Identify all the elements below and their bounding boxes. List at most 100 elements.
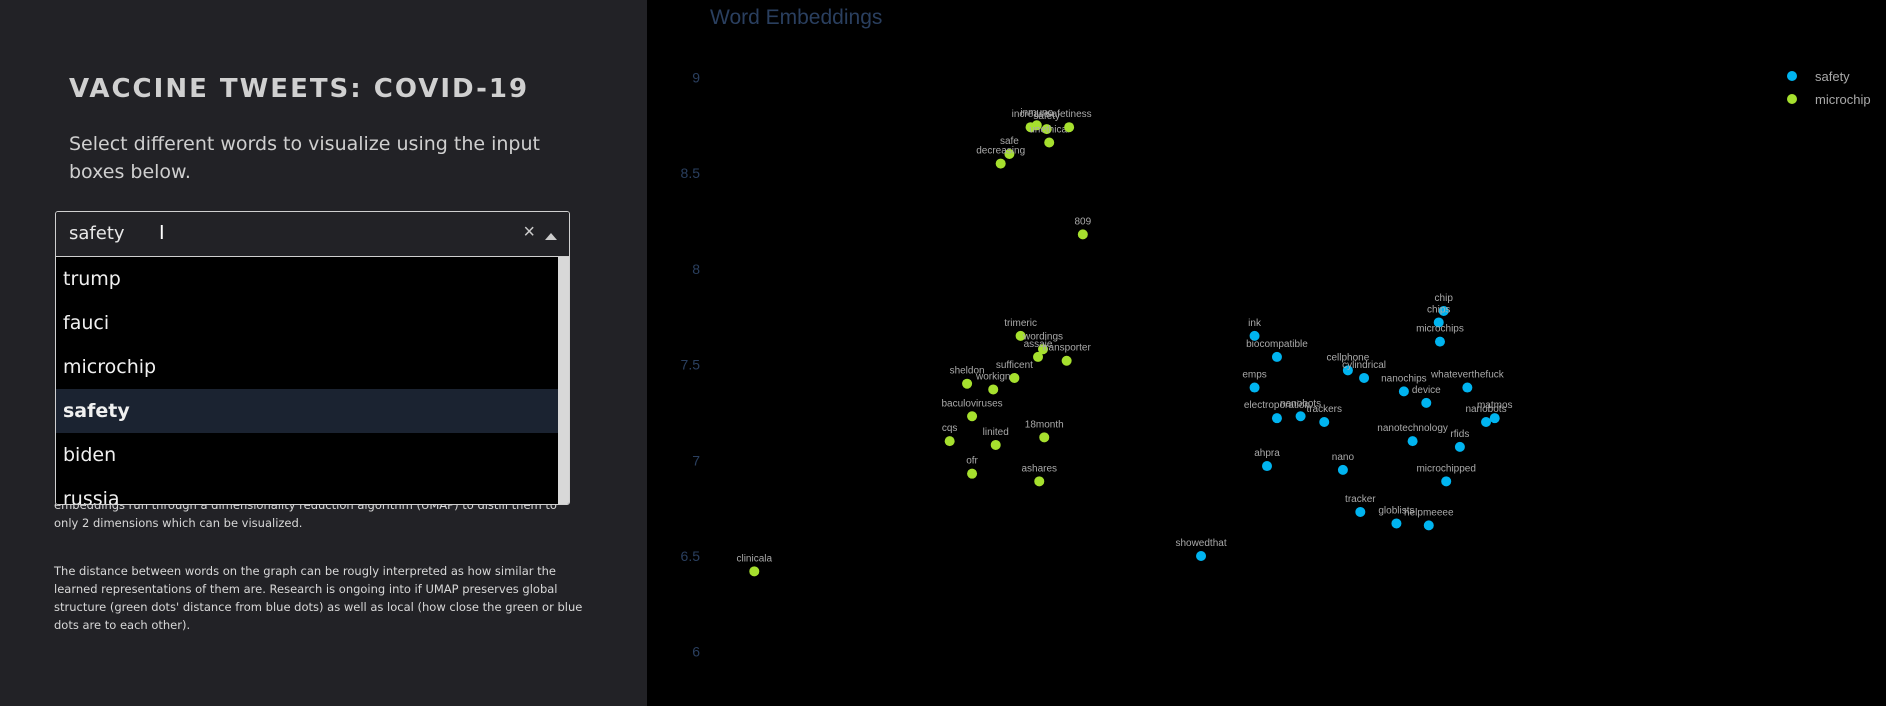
data-point-microchip[interactable] [1004,149,1015,159]
point-label: helpmeeee [1404,507,1454,518]
selected-word: safety [69,223,125,244]
point-label: trackers [1306,404,1342,415]
data-point-safety[interactable] [1423,520,1434,531]
data-point-safety[interactable] [1434,336,1445,347]
data-point-microchip[interactable] [1038,344,1048,355]
option-russia[interactable]: russia [56,477,558,504]
data-point-microchip[interactable] [1077,229,1088,240]
data-point-safety[interactable] [1271,413,1282,424]
point-label: safetiness [1047,109,1092,120]
option-microchip[interactable]: microchip [56,345,558,389]
data-point-microchip[interactable] [1061,355,1072,366]
data-point-safety[interactable] [1462,382,1473,393]
app-title: VACCINE TWEETS: COVID-19 [69,74,530,104]
data-point-safety[interactable] [1337,464,1348,475]
point-label: globlists [1378,505,1414,516]
data-point-safety[interactable] [1489,413,1500,424]
data-point-safety[interactable] [1433,317,1444,328]
close-icon[interactable]: × [523,221,535,243]
point-label: 18month [1025,419,1064,430]
data-point-safety[interactable] [1249,382,1260,393]
data-point-microchip[interactable] [967,411,978,422]
data-point-safety[interactable] [1438,305,1449,316]
word-dropdown[interactable]: safety I × trump fauci microchip safety … [55,211,570,505]
point-label: device [1412,385,1441,396]
option-trump[interactable]: trump [56,257,558,301]
data-point-safety[interactable] [1262,461,1272,472]
text-cursor-icon: I [159,222,165,244]
data-point-safety[interactable] [1398,386,1409,397]
point-label: workign [975,371,1010,382]
sidebar-panel: VACCINE TWEETS: COVID-19 Select differen… [0,0,647,706]
point-label: trimeric [1004,318,1037,329]
data-point-safety[interactable] [1342,365,1353,376]
option-safety[interactable]: safety [56,389,558,433]
option-fauci[interactable]: fauci [56,301,558,345]
data-point-microchip[interactable] [988,384,999,395]
data-point-safety[interactable] [1319,417,1330,427]
point-label: electroporation [1244,400,1310,411]
data-point-microchip[interactable] [1031,120,1042,131]
y-tick-label: 8.5 [681,165,701,181]
data-point-microchip[interactable] [1044,137,1055,148]
data-point-microchip[interactable] [944,436,955,447]
data-point-microchip[interactable] [1015,330,1026,341]
data-point-safety[interactable] [1454,441,1465,452]
point-label: chips [1427,304,1450,315]
dropdown-options: trump fauci microchip safety biden russi… [56,257,558,504]
point-label: safe [1000,136,1019,147]
data-point-safety[interactable] [1421,397,1432,408]
point-label: increase [1012,109,1050,120]
data-point-safety[interactable] [1295,411,1306,422]
data-point-microchip[interactable] [1033,351,1044,362]
y-tick-label: 8 [692,261,700,277]
data-point-safety[interactable] [1196,551,1207,561]
point-label: clinicala [736,553,772,564]
point-label: microchipped [1416,463,1475,474]
data-point-microchip[interactable] [1041,124,1052,135]
data-point-safety[interactable] [1441,476,1452,487]
data-point-safety[interactable] [1355,506,1366,517]
point-label: safety [1033,111,1060,122]
data-point-microchip[interactable] [995,158,1006,169]
legend-marker-safety[interactable] [1787,71,1797,81]
data-point-safety[interactable] [1481,417,1492,427]
data-point-safety[interactable] [1407,436,1418,447]
point-label: chip [1435,293,1454,304]
point-label: cylindrical [1342,360,1386,371]
legend-label-microchip: microchip [1815,92,1871,107]
data-point-microchip[interactable] [990,439,1001,450]
point-label: ink [1248,318,1262,329]
point-label: tracker [1345,494,1376,505]
data-point-microchip[interactable] [1009,372,1020,383]
chart-panel: 6 6.5 7 7.5 8 8.5 9 ink biocompatible emps electro… [647,0,1886,706]
data-point-microchip[interactable] [1064,122,1075,133]
point-label: nano [1332,452,1355,463]
data-point-microchip[interactable] [962,378,973,389]
point-label: wordings [1022,331,1063,342]
data-point-safety[interactable] [1249,330,1260,341]
point-label: matmos [1477,400,1513,411]
point-label: whateverthefuck [1430,370,1505,381]
option-biden[interactable]: biden [56,433,558,477]
point-label: ofr [966,456,978,467]
data-point-microchip[interactable] [967,468,978,479]
data-point-microchip[interactable] [749,566,760,577]
point-label: transporter [1042,343,1091,354]
point-label: microchips [1416,324,1464,335]
legend-marker-microchip[interactable] [1787,94,1797,104]
dropdown-scrollbar[interactable] [558,257,569,504]
data-point-microchip[interactable] [1034,476,1045,487]
point-label: cellphone [1326,352,1369,363]
legend-label-safety: safety [1815,69,1850,84]
point-label: nanochips [1381,373,1427,384]
point-label: unethical [1029,125,1069,136]
point-label: nanobots [1280,398,1321,409]
point-label: cqs [942,423,958,434]
word-select-control[interactable]: safety I × [56,212,569,257]
chevron-up-icon[interactable] [545,233,557,240]
data-point-safety[interactable] [1359,372,1370,383]
data-point-microchip[interactable] [1039,432,1050,443]
data-point-safety[interactable] [1391,518,1402,529]
data-point-safety[interactable] [1271,351,1282,362]
